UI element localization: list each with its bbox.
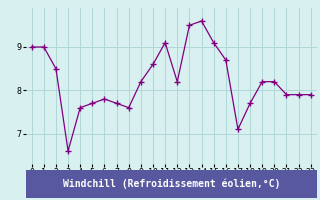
Text: Windchill (Refroidissement éolien,°C): Windchill (Refroidissement éolien,°C): [62, 179, 280, 189]
